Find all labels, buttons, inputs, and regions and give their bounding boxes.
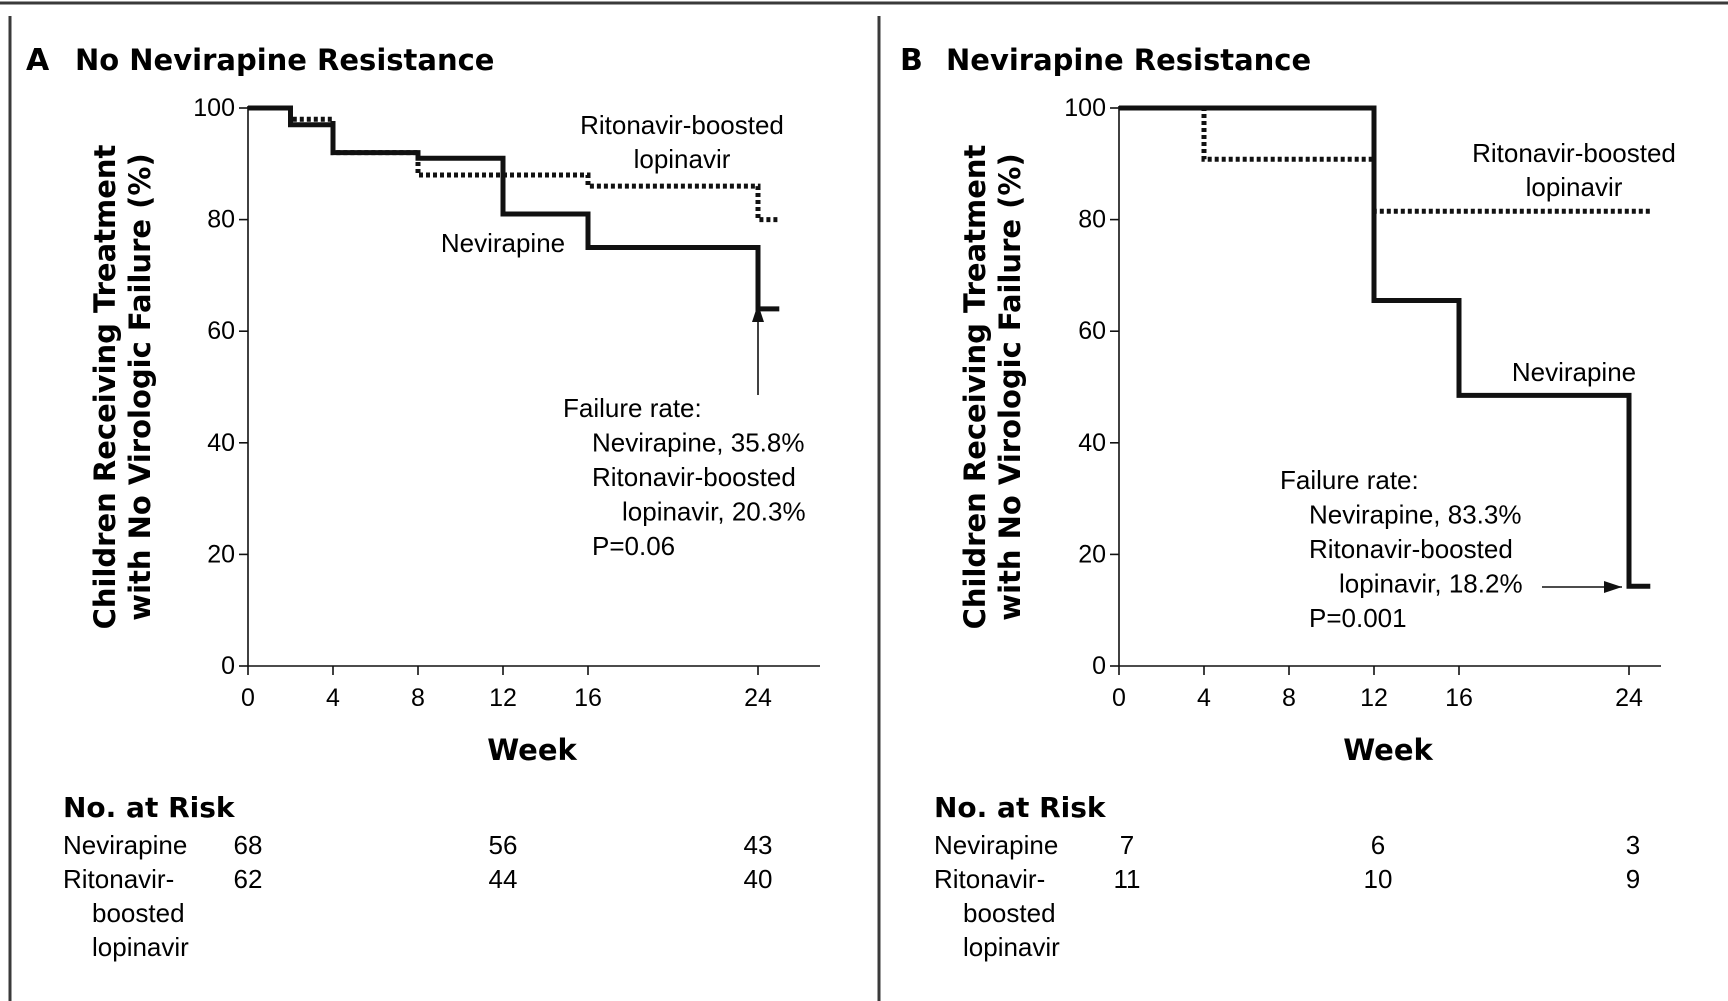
panel-b-risk-value: 11 xyxy=(1114,864,1141,894)
panel-b-y-tick-label: 40 xyxy=(1078,429,1106,457)
panel-a-y-tick-label: 0 xyxy=(221,652,235,680)
panel-a-series-label: lopinavir xyxy=(634,144,731,174)
panel-a-y-tick-label: 40 xyxy=(207,429,235,457)
panel-b-risk-value: 7 xyxy=(1120,830,1134,860)
panel-a-risk-row-label: Nevirapine xyxy=(63,830,187,860)
panel-a-series-label: Ritonavir-boosted xyxy=(580,110,784,140)
panel-b-risk-table-title: No. at Risk xyxy=(934,791,1107,824)
panel-a-risk-value: 40 xyxy=(744,864,773,894)
panel-b-risk-value: 10 xyxy=(1364,864,1393,894)
panel-b-x-tick-label: 16 xyxy=(1445,684,1473,712)
panel-a-failure-rate-text: Failure rate: xyxy=(563,393,702,423)
panel-a-risk-row-label: Ritonavir- xyxy=(63,864,174,894)
panel-a-failure-rate-text: Nevirapine, 35.8% xyxy=(592,428,804,458)
panel-a-risk-value: 56 xyxy=(489,830,518,860)
panel-a-risk-value: 43 xyxy=(744,830,773,860)
panel-b: B Nevirapine Resistance 0 20 40 60 80 100 0 4 8 12 1… xyxy=(900,43,1676,962)
panel-b-y-tick-label: 0 xyxy=(1092,652,1106,680)
panel-a-lopinavir-curve xyxy=(248,105,780,223)
panel-b-x-tick-label: 8 xyxy=(1282,684,1296,712)
panel-b-y-axis-title-line: Children Receiving Treatment xyxy=(958,144,992,629)
panel-b-x-tick-label: 0 xyxy=(1112,684,1126,712)
panel-b-letter: B xyxy=(900,43,923,78)
panel-a-risk-row-label: lopinavir xyxy=(92,932,189,962)
panel-a-x-tick-label: 4 xyxy=(326,684,340,712)
panel-b-x-tick-label: 12 xyxy=(1360,684,1388,712)
panel-b-risk-value: 9 xyxy=(1626,864,1640,894)
panel-b-risk-row-label: Nevirapine xyxy=(934,830,1058,860)
panel-a-risk-value: 44 xyxy=(489,864,518,894)
panel-b-risk-value: 6 xyxy=(1371,830,1385,860)
panel-a-risk-value: 62 xyxy=(234,864,263,894)
panel-a-y-tick-label: 80 xyxy=(207,206,235,234)
panel-a-risk-row-label: boosted xyxy=(92,898,185,928)
panel-b-title: Nevirapine Resistance xyxy=(946,43,1311,77)
panel-a-y-axis-title-line: Children Receiving Treatment xyxy=(88,144,122,629)
panel-b-failure-rate-text: Ritonavir-boosted xyxy=(1309,534,1513,564)
panel-b-series-label: lopinavir xyxy=(1526,172,1623,202)
panel-b-series-label: Nevirapine xyxy=(1512,357,1636,387)
panel-b-failure-rate-text: Failure rate: xyxy=(1280,465,1419,495)
panel-a-nevirapine-curve xyxy=(248,105,780,312)
panel-b-y-tick-label: 80 xyxy=(1078,206,1106,234)
panel-b-lopinavir-curve xyxy=(1119,105,1651,214)
panel-a-x-axis-title: Week xyxy=(487,733,577,767)
panel-b-x-axis-title: Week xyxy=(1343,733,1433,767)
panel-a-series-label: Nevirapine xyxy=(441,228,565,258)
panel-a-risk-table-title: No. at Risk xyxy=(63,791,236,824)
panel-b-y-tick-label: 60 xyxy=(1078,317,1106,345)
panel-a-title: No Nevirapine Resistance xyxy=(75,43,494,77)
panel-b-series-label: Ritonavir-boosted xyxy=(1472,138,1676,168)
panel-a-y-tick-label: 60 xyxy=(207,317,235,345)
panel-a-x-tick-label: 16 xyxy=(574,684,602,712)
panel-a-x-tick-label: 0 xyxy=(241,684,255,712)
panel-a-letter: A xyxy=(26,43,50,78)
panel-b-failure-rate-text: P=0.001 xyxy=(1309,603,1407,633)
panel-a-risk-value: 68 xyxy=(234,830,263,860)
panel-b-arrow-head xyxy=(1604,581,1622,593)
panel-a-arrow-head xyxy=(752,304,764,322)
panel-b-risk-row-label: boosted xyxy=(963,898,1056,928)
panel-b-x-tick-label: 4 xyxy=(1197,684,1211,712)
panel-a: A No Nevirapine Resistance 0 20 40 60 80 100 0 4 8… xyxy=(26,43,820,962)
panel-a-y-tick-label: 100 xyxy=(193,94,235,122)
panel-b-x-tick-label: 24 xyxy=(1615,684,1643,712)
panel-b-y-tick-label: 100 xyxy=(1064,94,1106,122)
panel-b-risk-row-label: Ritonavir- xyxy=(934,864,1045,894)
panel-b-y-axis-title-line: with No Virologic Failure (%) xyxy=(993,153,1027,620)
panel-b-y-tick-label: 20 xyxy=(1078,540,1106,568)
panel-a-failure-rate-text: Ritonavir-boosted xyxy=(592,462,796,492)
panel-b-nevirapine-curve xyxy=(1119,105,1651,589)
panel-b-failure-rate-text: Nevirapine, 83.3% xyxy=(1309,500,1521,530)
panel-a-x-tick-label: 24 xyxy=(744,684,772,712)
panel-a-failure-rate-text: lopinavir, 20.3% xyxy=(622,497,806,527)
panel-b-risk-row-label: lopinavir xyxy=(963,932,1060,962)
panel-b-risk-value: 3 xyxy=(1626,830,1640,860)
panel-a-x-tick-label: 8 xyxy=(411,684,425,712)
panel-a-y-axis-title-line: with No Virologic Failure (%) xyxy=(123,153,157,620)
panel-a-y-tick-label: 20 xyxy=(207,540,235,568)
panel-b-failure-rate-text: lopinavir, 18.2% xyxy=(1339,569,1523,599)
panel-a-failure-rate-text: P=0.06 xyxy=(592,531,675,561)
panel-a-x-tick-label: 12 xyxy=(489,684,517,712)
